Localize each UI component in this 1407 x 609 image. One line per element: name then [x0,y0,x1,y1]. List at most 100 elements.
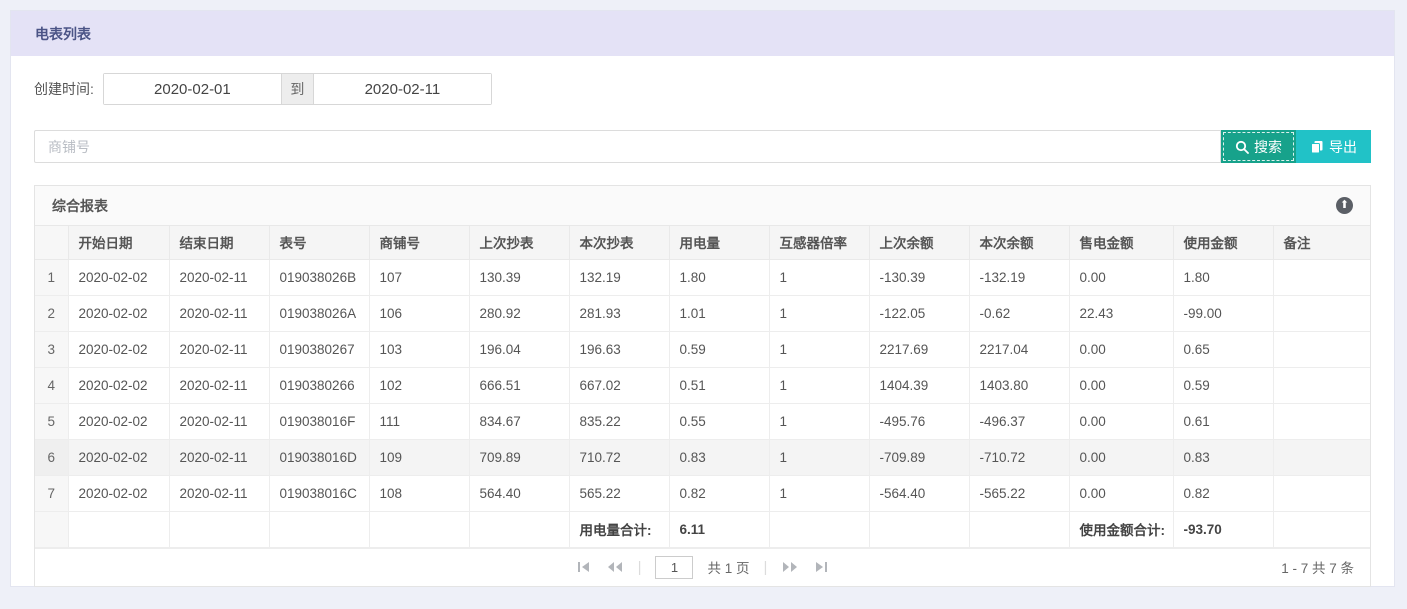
search-button-label: 搜索 [1254,138,1282,155]
table-cell [1272,366,1370,404]
report-box: 综合报表 ⬆ 开始日期 结束日期 表号 商铺号 上次抄表 本次抄表 用电量 互感器倍率 上次余额… [34,185,1371,587]
page-title: 电表列表 [35,25,91,42]
table-cell [1272,438,1370,476]
table-cell: 0190380267 [268,330,370,368]
table-row[interactable]: 3 2020-02-02 2020-02-11 0190380267 103 196.04… [35,330,1370,368]
table-row[interactable]: 4 2020-02-02 2020-02-11 0190380266 102 666.51… [35,366,1370,404]
export-button[interactable]: 导出 [1296,130,1371,163]
amount-total-value: -93.70 [1172,510,1274,548]
table-cell: 0.00 [1068,330,1174,368]
table-header-row: 开始日期 结束日期 表号 商铺号 上次抄表 本次抄表 用电量 互感器倍率 上次余额 本次余额 售电金… [35,226,1370,260]
table-cell: -495.76 [868,402,970,440]
row-index-cell: 6 [35,438,69,476]
table-cell [1272,402,1370,440]
table-cell: 1 [768,330,870,368]
report-table-body: 1 2020-02-02 2020-02-11 019038026B 107 130.39… [35,258,1370,512]
table-cell: 130.39 [468,258,570,296]
table-cell: 2217.04 [968,330,1070,368]
export-icon [1310,140,1324,154]
table-cell: 1.80 [1172,258,1274,296]
column-header: 商铺号 [368,226,470,260]
date-filter-row: 创建时间: 到 [34,73,1371,105]
table-cell: 2020-02-02 [67,294,170,332]
table-cell [268,510,370,548]
table-cell: 0.00 [1068,438,1174,476]
table-cell: 108 [368,474,470,512]
column-header: 表号 [268,226,370,260]
row-index-cell: 1 [35,258,69,296]
table-cell: 0.83 [668,438,770,476]
table-cell: 2020-02-11 [168,438,270,476]
pager-divider: | [763,558,768,576]
table-cell: 834.67 [468,402,570,440]
search-row: 搜索 导出 [34,130,1371,163]
column-header: 售电金额 [1068,226,1174,260]
pager-divider: | [637,558,642,576]
table-cell [868,510,970,548]
table-cell: 2020-02-02 [67,366,170,404]
table-cell: 1403.80 [968,366,1070,404]
table-row[interactable]: 7 2020-02-02 2020-02-11 019038016C 108 564.40… [35,474,1370,512]
column-header: 结束日期 [168,226,270,260]
table-row[interactable]: 1 2020-02-02 2020-02-11 019038026B 107 130.39… [35,258,1370,296]
table-cell [468,510,570,548]
table-cell: 2020-02-02 [67,402,170,440]
table-cell [1272,474,1370,512]
table-cell: 1 [768,366,870,404]
collapse-up-icon[interactable]: ⬆ [1336,197,1353,214]
table-cell [1272,510,1370,548]
table-cell: 019038026B [268,258,370,296]
table-cell: 1 [768,438,870,476]
table-cell: 2020-02-11 [168,474,270,512]
table-cell: 0.83 [1172,438,1274,476]
table-cell: 2020-02-02 [67,258,170,296]
row-index-cell: 4 [35,366,69,404]
page-first-icon[interactable] [577,560,592,574]
table-row[interactable]: 5 2020-02-02 2020-02-11 019038016F 111 834.67… [35,402,1370,440]
table-cell: 0.65 [1172,330,1274,368]
usage-total-label: 用电量合计: [568,510,670,548]
date-to-input[interactable] [313,74,491,104]
table-cell: 0.00 [1068,366,1174,404]
table-cell: 019038016F [268,402,370,440]
table-cell: 565.22 [568,474,670,512]
record-range-label: 1 - 7 共 7 条 [1281,561,1354,576]
table-cell: 103 [368,330,470,368]
table-cell: 0.00 [1068,402,1174,440]
table-cell: -496.37 [968,402,1070,440]
created-time-label: 创建时间: [34,81,94,97]
table-cell [968,510,1070,548]
table-cell: 0.51 [668,366,770,404]
column-header: 备注 [1272,226,1370,260]
table-cell [67,510,170,548]
row-index-cell: 7 [35,474,69,512]
report-header: 综合报表 ⬆ [35,186,1370,226]
table-row[interactable]: 2 2020-02-02 2020-02-11 019038026A 106 280.92… [35,294,1370,332]
search-input[interactable] [34,130,1221,163]
table-cell: -99.00 [1172,294,1274,332]
table-cell: 196.63 [568,330,670,368]
table-cell: 1 [768,258,870,296]
page-prev-icon[interactable] [606,560,624,574]
table-cell: 710.72 [568,438,670,476]
table-cell: 2217.69 [868,330,970,368]
table-cell: -132.19 [968,258,1070,296]
table-cell: 666.51 [468,366,570,404]
pagination-controls: | 共 1 页 | [577,555,829,579]
row-index-cell: 2 [35,294,69,332]
table-row[interactable]: 6 2020-02-02 2020-02-11 019038016D 109 709.89… [35,438,1370,476]
search-button[interactable]: 搜索 [1221,130,1296,163]
date-from-input[interactable] [103,74,281,104]
page-number-input[interactable] [655,555,694,579]
page-last-icon[interactable] [813,560,828,574]
table-cell: 019038016D [268,438,370,476]
table-cell: 1404.39 [868,366,970,404]
table-cell: 709.89 [468,438,570,476]
table-cell: 111 [368,402,470,440]
column-header: 用电量 [668,226,770,260]
table-cell [768,510,870,548]
table-cell: 109 [368,438,470,476]
table-cell: 281.93 [568,294,670,332]
page-next-icon[interactable] [781,560,799,574]
table-cell: 1 [768,474,870,512]
